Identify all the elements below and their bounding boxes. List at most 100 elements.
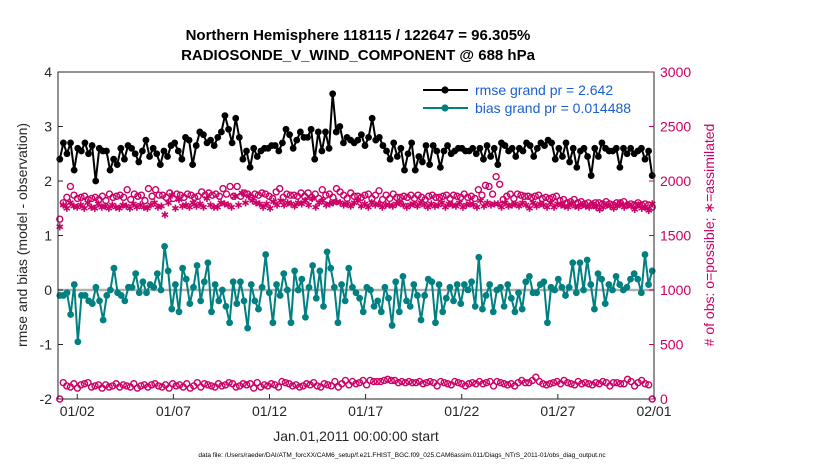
bias-point (572, 289, 580, 297)
bias-point (153, 270, 161, 278)
obs-possible-point (361, 191, 369, 199)
bias-point (525, 272, 533, 280)
bias-point (511, 308, 519, 316)
obs-assimilated-point (80, 204, 88, 212)
bias-point (497, 283, 504, 291)
bias-point (175, 308, 183, 316)
bias-point (139, 278, 147, 286)
rmse-point (393, 153, 401, 160)
obs-possible-point (56, 215, 64, 223)
obs-possible-point (172, 382, 180, 390)
obs-assimilated-point (301, 197, 309, 205)
bias-point (479, 305, 486, 313)
rmse-point (598, 139, 606, 147)
rmse-point (472, 150, 480, 158)
rmse-point (92, 177, 100, 185)
bias-point (211, 281, 219, 288)
obs-possible-point (232, 383, 240, 391)
obs-possible-point (154, 382, 163, 390)
obs-assimilated-point (164, 199, 172, 207)
obs-assimilated-point (526, 204, 534, 212)
bias-point (240, 297, 248, 305)
rmse-point (67, 139, 74, 147)
obs-possible-point (627, 377, 635, 386)
rmse-point (160, 147, 168, 155)
obs-possible-point (563, 378, 572, 387)
obs-possible-point (322, 191, 330, 199)
obs-possible-point (304, 189, 312, 197)
obs-possible-point (567, 380, 575, 388)
bias-point (276, 292, 284, 299)
rmse-point (304, 134, 311, 141)
obs-possible-point (485, 182, 493, 191)
rmse-point (357, 131, 365, 139)
rmse-point (189, 161, 197, 169)
obs-possible-point (542, 381, 551, 389)
obs-possible-point (496, 378, 505, 387)
x-axis-label: Jan.01,2011 00:00:00 start (273, 428, 439, 444)
rmse-point (383, 147, 390, 155)
obs-possible-point (130, 380, 138, 388)
rmse-point (85, 150, 92, 158)
bias-point (345, 264, 353, 272)
chart-title: Northern Hemisphere 118115 / 122647 = 96… (186, 27, 531, 44)
rmse-point (332, 128, 340, 136)
rmse-point (117, 144, 125, 152)
obs-possible-point (510, 194, 518, 203)
x-tick-label: 01/22 (444, 403, 479, 419)
bias-point (370, 302, 378, 310)
bias-point (583, 256, 591, 264)
bias-point (74, 338, 82, 346)
bias-point (453, 281, 461, 288)
obs-possible-point (645, 381, 653, 389)
obs-assimilated-point (641, 203, 649, 211)
obs-possible-point (495, 180, 504, 188)
obs-possible-point (66, 182, 75, 191)
rmse-point (526, 142, 534, 149)
obs-assimilated-point (235, 201, 243, 209)
bias-point (598, 275, 606, 283)
obs-possible-point (222, 190, 231, 198)
rmse-point (433, 147, 441, 155)
obs-possible-point (119, 193, 128, 202)
bias-point (486, 281, 494, 288)
legend-rmse-marker (441, 86, 449, 94)
bias-point (601, 300, 609, 308)
obs-possible-point (384, 375, 392, 384)
rmse-point (142, 136, 150, 144)
bias-point (352, 289, 360, 297)
rmse-point (128, 144, 136, 152)
rmse-point (612, 144, 620, 152)
obs-assimilated-point (270, 198, 278, 206)
bias-point (630, 270, 638, 278)
bias-point (464, 286, 472, 294)
rmse-point (289, 144, 297, 152)
obs-possible-point (313, 382, 321, 390)
rmse-point (354, 136, 362, 144)
bias-point (392, 278, 400, 286)
obs-possible-point (436, 377, 445, 386)
obs-possible-point (84, 378, 92, 387)
obs-possible-point (246, 380, 254, 388)
bias-point (395, 308, 403, 316)
bias-point (439, 308, 447, 316)
rmse-point (587, 172, 595, 179)
y-right-tick-label: 2500 (660, 119, 691, 135)
bias-point (218, 286, 226, 294)
bias-point (273, 281, 280, 288)
obs-possible-point (318, 186, 326, 194)
obs-possible-point (400, 192, 408, 200)
obs-possible-point (435, 193, 444, 202)
obs-possible-point (503, 381, 512, 389)
bias-point (356, 294, 364, 302)
obs-possible-point (105, 383, 113, 391)
bias-point (121, 297, 129, 305)
bias-point (99, 316, 107, 324)
bias-point (197, 297, 205, 305)
rmse-point (322, 128, 329, 136)
legend-bias-label: bias grand pr = 0.014488 (475, 100, 631, 116)
bias-point (587, 281, 595, 288)
obs-assimilated-point (168, 191, 176, 199)
obs-possible-point (290, 191, 298, 199)
obs-assimilated-point (497, 203, 506, 211)
